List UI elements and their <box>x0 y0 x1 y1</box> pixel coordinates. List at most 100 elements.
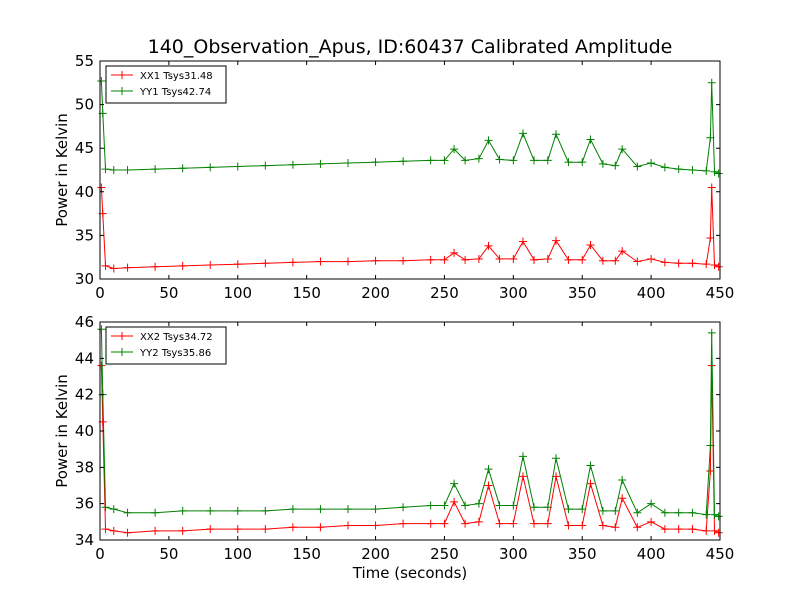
bottom-series-1-point <box>399 519 408 528</box>
top-legend-label-1: XX1 Tsys31.48 <box>140 71 213 82</box>
bottom-series-2-point <box>109 505 118 514</box>
bottom-y-tick-label: 46 <box>75 313 94 331</box>
bottom-series-2-point <box>261 506 270 515</box>
bottom-series-1-point <box>586 479 595 488</box>
top-series-1-point <box>543 254 552 263</box>
top-series-1-point <box>495 254 504 263</box>
top-series-1-point <box>288 258 297 267</box>
top-series-2-point <box>633 162 642 171</box>
bottom-series-1-point <box>178 526 187 535</box>
top-series-1-point <box>484 241 493 250</box>
top-series-2-point <box>109 166 118 174</box>
bottom-series-2-point <box>530 503 538 512</box>
bottom-x-tick-label: 150 <box>292 545 321 563</box>
bottom-legend-marker-2 <box>118 348 126 356</box>
top-series-2-point <box>440 156 449 165</box>
top-series-1-point <box>97 183 106 192</box>
bottom-series-2-point <box>552 454 561 463</box>
bottom-y-tick-label: 34 <box>75 531 94 549</box>
top-series-2-point <box>206 163 215 172</box>
bottom-series-2-point <box>660 508 669 517</box>
top-series-2-point <box>647 159 656 168</box>
top-series-2-point <box>598 159 607 168</box>
top-series-1-point <box>707 183 716 192</box>
top-y-tick-label: 55 <box>75 52 94 70</box>
top-series-2-point <box>518 129 527 138</box>
bottom-series-1-point <box>123 528 132 537</box>
bottom-series-1-point <box>598 521 607 530</box>
top-series-2-point <box>97 77 106 86</box>
top-series-2-point <box>688 166 697 174</box>
bottom-y-tick-label: 42 <box>75 386 94 404</box>
top-legend-box <box>105 65 227 104</box>
top-plot-area: 0 50 100 150 200 250 300 350 400 450 30 35 40 45 50 55 X… <box>75 52 734 302</box>
bottom-series-1-point <box>543 519 552 528</box>
bottom-plot-y-axis-label: Power in Kelvin <box>53 374 71 488</box>
bottom-series-2-point <box>611 506 620 515</box>
top-series-1-point <box>344 257 352 266</box>
top-series-2-point <box>123 166 132 174</box>
bottom-series-1-point <box>518 472 527 481</box>
bottom-series-2-point <box>586 461 595 470</box>
bottom-series-2-point <box>371 505 380 514</box>
top-series-2-point <box>450 145 459 154</box>
top-legend-marker-1 <box>118 71 126 79</box>
bottom-series-2-point <box>97 325 106 334</box>
bottom-series-1-point <box>109 526 118 535</box>
bottom-series-1-point <box>440 519 449 528</box>
bottom-series-1-point <box>674 525 683 534</box>
bottom-x-tick-label: 100 <box>223 545 252 563</box>
bottom-series-2-point <box>495 501 504 510</box>
bottom-x-tick-label: 350 <box>568 545 597 563</box>
bottom-series-1-point <box>316 523 325 532</box>
bottom-series-1-point <box>426 519 435 528</box>
bottom-series-1-point <box>618 494 627 503</box>
bottom-series-2-point <box>518 452 527 461</box>
bottom-series-1-point <box>688 525 697 534</box>
top-series-2-point <box>178 164 187 173</box>
top-series-2-point <box>710 167 719 176</box>
top-series-1-point <box>399 256 408 265</box>
bottom-series-1-point <box>706 466 715 475</box>
top-series-2-point <box>707 78 716 87</box>
top-series-2-point <box>101 165 110 174</box>
bottom-series-2-point <box>440 501 449 510</box>
top-series-1-point <box>474 254 483 263</box>
bottom-series-1-point <box>288 523 297 532</box>
top-series-2-point <box>543 156 552 165</box>
top-series-1-point <box>233 260 242 269</box>
top-series-1-point <box>564 255 573 264</box>
top-series-2-point <box>530 156 538 165</box>
bottom-series-1-point <box>461 519 470 528</box>
top-series-1-point <box>674 259 683 268</box>
bottom-x-tick-label: 450 <box>706 545 735 563</box>
top-series-1-point <box>660 258 669 267</box>
bottom-series-1-point <box>101 525 110 534</box>
top-series-1-point <box>633 257 642 266</box>
top-plot-frame <box>99 60 721 280</box>
bottom-series-2-point <box>426 501 435 510</box>
bottom-series-1-point <box>450 497 459 506</box>
bottom-legend: XX2 Tsys34.72 YY2 Tsys35.86 <box>105 326 227 365</box>
top-series-2-point <box>474 154 483 163</box>
top-series-2-point <box>586 135 595 144</box>
top-series-2-point <box>564 158 573 167</box>
top-series-2-point <box>151 165 160 174</box>
top-legend-label-2: YY1 Tsys42.74 <box>139 87 211 98</box>
bottom-plot-area: 0 50 100 150 200 250 300 350 400 450 34 36 38 40 42 44 4… <box>75 313 734 563</box>
top-series-1-point <box>710 261 719 270</box>
top-series-2-point <box>233 162 242 171</box>
top-series-1-point <box>611 256 620 265</box>
bottom-x-tick-label: 50 <box>159 545 178 563</box>
bottom-x-tick-label: 200 <box>361 545 390 563</box>
bottom-series-1-point <box>474 517 483 526</box>
top-series-2-point <box>371 158 380 167</box>
bottom-series-2-point <box>702 510 711 519</box>
top-series-1-point <box>109 264 118 273</box>
top-x-tick-label: 0 <box>95 284 105 302</box>
top-series-1-point <box>586 240 595 249</box>
bottom-series-2-point <box>707 328 716 337</box>
bottom-y-tick-label: 40 <box>75 422 94 440</box>
bottom-series-2-point <box>123 508 132 517</box>
